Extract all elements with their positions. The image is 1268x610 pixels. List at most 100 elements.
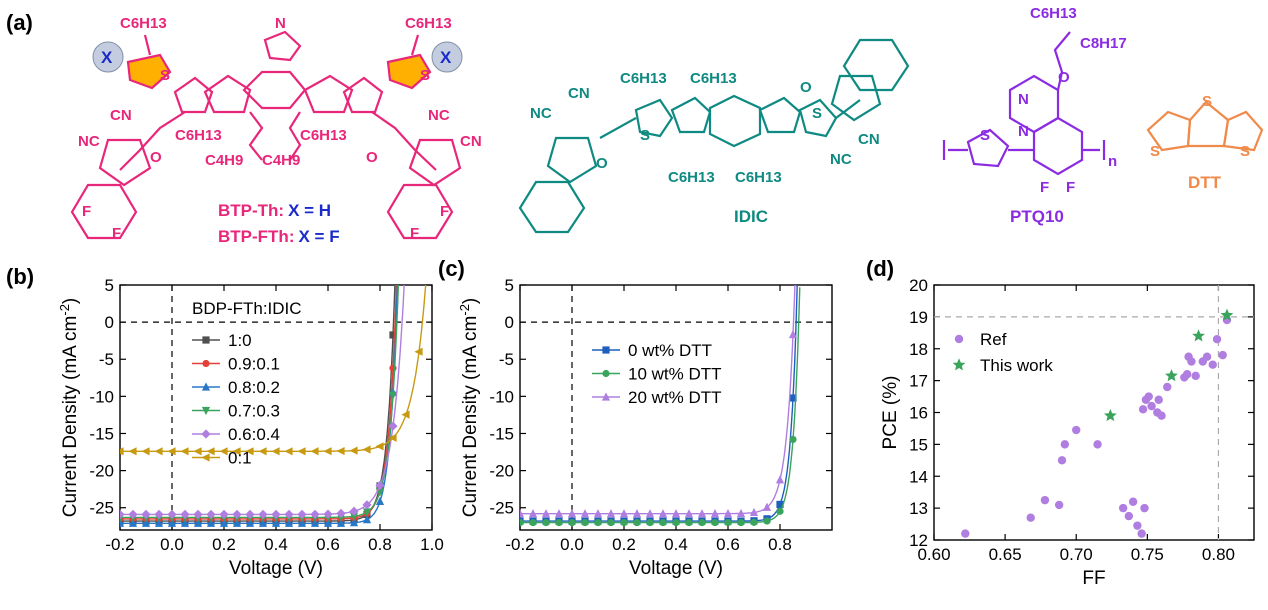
series-point-1 — [659, 518, 667, 527]
svg-text:CN: CN — [460, 133, 482, 150]
series-point-3 — [362, 508, 372, 517]
x-tick-label: 0.6 — [316, 535, 340, 554]
data-point-0 — [1187, 357, 1196, 366]
series-point-4 — [271, 509, 281, 520]
legend-marker-0 — [954, 334, 964, 344]
y-tick-label: 17 — [909, 372, 928, 391]
legend-label: 10 wt% DTT — [628, 365, 722, 384]
data-point-0 — [1144, 392, 1153, 401]
series-point-2 — [606, 509, 616, 518]
series-point-1 — [776, 507, 784, 515]
svg-text:CN: CN — [568, 85, 590, 102]
legend-label: 20 wt% DTT — [628, 388, 722, 407]
legend-label-0: Ref — [980, 330, 1007, 349]
panel-b-chart: -0.2 0.0 0.2 0.4 0.6 0.8 1.0 5 0 -5 -10 -15 -20 -25 Vo… — [57, 276, 444, 579]
x-axis-title: Voltage (V) — [629, 558, 723, 579]
x-tick-label: -0.2 — [105, 535, 134, 554]
series-point-4 — [128, 509, 138, 520]
y-tick-label: -15 — [89, 424, 114, 443]
series-point-2 — [349, 518, 359, 527]
series-point-4 — [297, 509, 307, 519]
series-point-2 — [541, 509, 551, 518]
series-point-3 — [349, 512, 359, 521]
series-point-2 — [749, 507, 759, 517]
legend-label: 0.7:0.3 — [228, 402, 280, 421]
series-point-2 — [632, 509, 642, 518]
svg-text:N: N — [1018, 91, 1029, 108]
series-point-5 — [193, 447, 202, 456]
svg-text:N: N — [1018, 123, 1029, 140]
series-line-2 — [520, 285, 796, 515]
series-point-4 — [167, 509, 177, 520]
legend-item-4: 0.6:0.4 — [192, 425, 280, 444]
svg-text:BTP-FTh:X = F: BTP-FTh: X = F — [218, 227, 340, 246]
ptq10-name: PTQ10 — [1010, 207, 1064, 226]
legend-item-1: 0.9:0.1 — [192, 355, 280, 374]
y-tick-label: 12 — [909, 531, 928, 550]
series-point-2 — [232, 518, 242, 527]
dtt-name: DTT — [1188, 173, 1222, 192]
data-point-0 — [1147, 401, 1156, 411]
svg-text:C6H13: C6H13 — [405, 15, 452, 32]
series-point-1 — [520, 518, 524, 527]
svg-text:C6H13: C6H13 — [175, 127, 222, 144]
series-point-2 — [180, 518, 190, 527]
series-point-4 — [349, 506, 359, 516]
series-point-4 — [375, 480, 385, 490]
svg-text:S: S — [1202, 93, 1212, 110]
data-point-1 — [1104, 409, 1117, 422]
structure-btp — [70, 30, 462, 240]
idic-name: IDIC — [734, 207, 768, 226]
series-point-5 — [284, 447, 293, 456]
series-point-4 — [323, 509, 333, 519]
series-point-5 — [219, 447, 228, 456]
svg-text:X: X — [101, 48, 113, 67]
x-tick-label: 0.8 — [768, 535, 792, 554]
legend-item-2: 0.8:0.2 — [192, 378, 280, 397]
y-tick-label: -5 — [499, 350, 514, 369]
series-point-5 — [167, 447, 176, 456]
svg-text:BTP-Th:X = H: BTP-Th: X = H — [218, 201, 331, 220]
series-point-2 — [167, 518, 177, 527]
svg-text:O: O — [366, 149, 378, 166]
series-point-2 — [141, 518, 151, 527]
svg-text:F: F — [1066, 179, 1075, 196]
svg-text:F: F — [1040, 179, 1049, 196]
x-tick-label: 0.75 — [1131, 545, 1164, 564]
svg-text:C4H9: C4H9 — [205, 152, 243, 169]
series-point-1 — [555, 518, 563, 527]
svg-text:C6H13: C6H13 — [300, 127, 347, 144]
series-point-1 — [542, 518, 550, 527]
series-point-2 — [375, 496, 385, 505]
x-tick-label: 0.65 — [989, 545, 1022, 564]
y-tick-label: -10 — [89, 387, 114, 406]
series-point-5 — [180, 447, 189, 456]
panel-c-chart: -0.2 0.0 0.2 0.4 0.6 0.8 5 0 -5 -10 -15 -20 -25 Volta… — [457, 276, 833, 579]
y-tick-label: 0 — [505, 313, 514, 332]
series-point-0 — [776, 500, 784, 509]
svg-text:C4H9: C4H9 — [262, 152, 300, 169]
data-point-1 — [1192, 329, 1205, 342]
legend-marker — [201, 429, 211, 439]
data-point-0 — [1057, 456, 1067, 465]
series-point-2 — [128, 518, 138, 527]
svg-text:S: S — [812, 105, 822, 122]
series-point-2 — [206, 518, 216, 527]
data-point-0 — [1157, 411, 1166, 420]
data-point-0 — [1154, 395, 1163, 404]
data-point-0 — [1191, 371, 1200, 381]
svg-text:X: X — [440, 48, 452, 67]
series-point-4 — [180, 509, 190, 520]
data-point-0 — [961, 529, 970, 538]
series-point-5 — [206, 447, 215, 456]
panel-label-c: (c) — [438, 256, 465, 281]
series-point-0 — [389, 331, 397, 339]
series-point-1 — [737, 518, 745, 527]
series-point-5 — [362, 445, 371, 454]
series-point-4 — [336, 508, 346, 518]
series-point-2 — [120, 518, 125, 527]
series-point-2 — [554, 509, 564, 518]
panel-label-b: (b) — [6, 264, 34, 289]
svg-text:S: S — [980, 127, 990, 144]
